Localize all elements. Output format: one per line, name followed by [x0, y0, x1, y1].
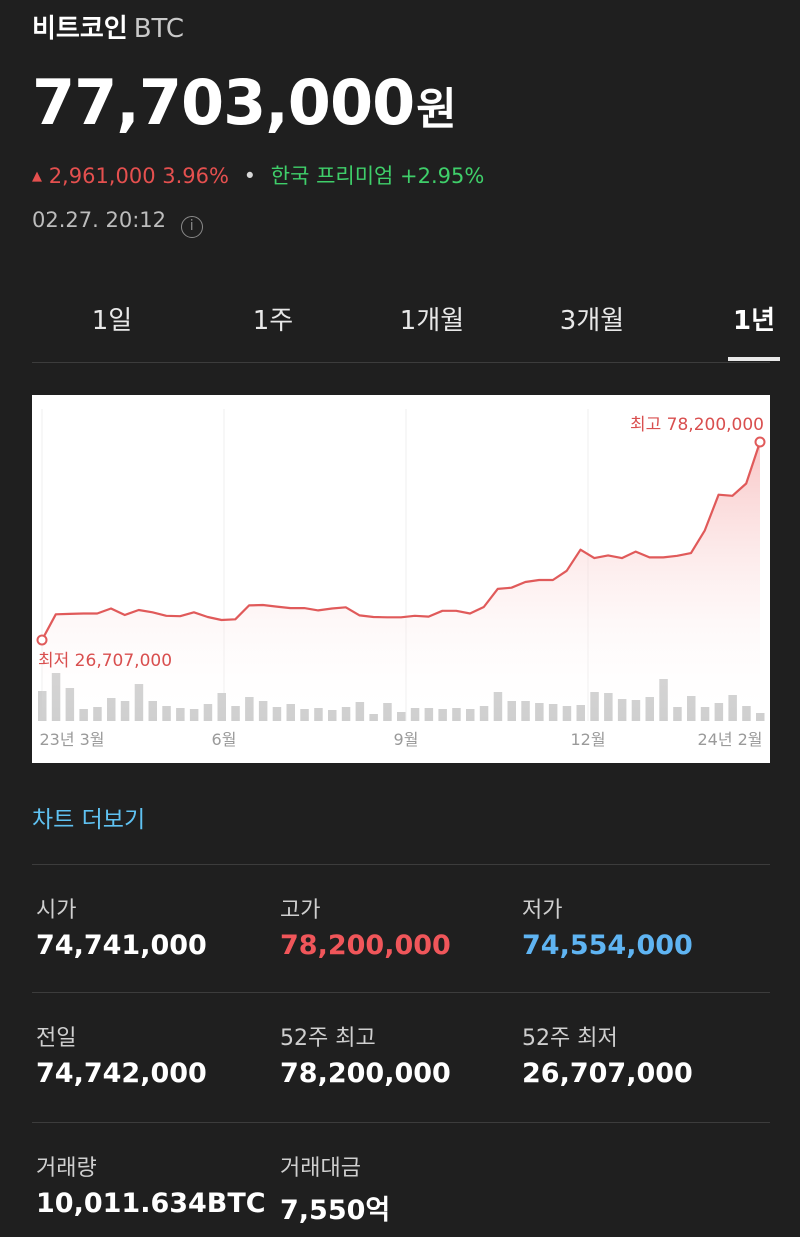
price-value: 77,703,000 — [32, 66, 415, 139]
stats-divider — [32, 864, 770, 865]
stat-low-label: 저가 — [522, 898, 563, 923]
stat-52w-high-label: 52주 최고 — [280, 1026, 376, 1051]
volume-bar — [756, 713, 765, 721]
stat-open-value: 74,741,000 — [36, 930, 207, 961]
tab-1-month[interactable]: 1개월 — [399, 306, 465, 336]
timestamp-row: 02.27. 20:12 i — [32, 208, 203, 238]
stat-volume-label: 거래량 — [36, 1156, 97, 1181]
price-unit: 원 — [416, 84, 457, 135]
stat-turnover-label: 거래대금 — [280, 1156, 361, 1181]
tab-1-year[interactable]: 1년 — [732, 306, 775, 336]
change-value: 2,961,000 — [48, 164, 156, 188]
high-label: 최고 78,200,000 — [630, 415, 764, 435]
low-point-marker — [36, 634, 48, 646]
tab-1-week[interactable]: 1주 — [252, 306, 294, 336]
x-tick-label: 6월 — [212, 730, 237, 749]
x-tick-label: 23년 3월 — [39, 730, 104, 749]
stat-prev-close-label: 전일 — [36, 1026, 77, 1051]
stat-prev-close-value: 74,742,000 — [36, 1058, 207, 1089]
price-line — [41, 441, 762, 641]
low-label: 최저 26,707,000 — [38, 651, 172, 671]
price-change: ▲ 2,961,000 3.96% • 한국 프리미엄 +2.95% — [32, 160, 484, 190]
active-tab-indicator — [728, 357, 780, 361]
up-triangle-icon: ▲ — [32, 169, 42, 184]
stat-52w-high-value: 78,200,000 — [280, 1058, 451, 1089]
change-percent: 3.96% — [162, 164, 229, 188]
high-point-marker — [754, 436, 766, 448]
stat-open-label: 시가 — [36, 898, 77, 923]
x-tick-label: 12월 — [570, 730, 605, 749]
coin-title: 비트코인 BTC — [32, 8, 184, 45]
stat-turnover-value: 7,550억 — [280, 1195, 391, 1226]
timestamp: 02.27. 20:12 — [32, 208, 166, 232]
tab-1-day[interactable]: 1일 — [91, 306, 133, 336]
info-icon[interactable]: i — [180, 216, 203, 238]
price-area — [42, 442, 760, 721]
korea-premium: 한국 프리미엄 +2.95% — [270, 164, 485, 188]
stat-high-label: 고가 — [280, 898, 321, 923]
stats-divider — [32, 992, 770, 993]
stat-low-value: 74,554,000 — [522, 930, 693, 961]
chart-svg: 최고 78,200,000 최저 26,707,000 23년 3월 6월 9월 12… — [36, 409, 766, 749]
coin-symbol: BTC — [133, 14, 185, 44]
period-tabs: 1일 1주 1개월 3개월 1년 — [32, 290, 780, 363]
x-tick-label: 9월 — [394, 730, 419, 749]
stat-high-value: 78,200,000 — [280, 930, 451, 961]
coin-name: 비트코인 — [32, 14, 128, 44]
stat-volume-value: 10,011.634BTC — [36, 1188, 266, 1219]
chart-more-link[interactable]: 차트 더보기 — [32, 807, 146, 833]
stat-52w-low-label: 52주 최저 — [522, 1026, 618, 1051]
price-chart[interactable]: 최고 78,200,000 최저 26,707,000 23년 3월 6월 9월 12… — [32, 395, 770, 763]
stats-divider — [32, 1122, 770, 1123]
stat-52w-low-value: 26,707,000 — [522, 1058, 693, 1089]
x-tick-label: 24년 2월 — [697, 730, 762, 749]
separator-dot: • — [243, 164, 257, 188]
current-price: 77,703,000원 — [32, 66, 457, 139]
tab-3-month[interactable]: 3개월 — [559, 306, 625, 336]
